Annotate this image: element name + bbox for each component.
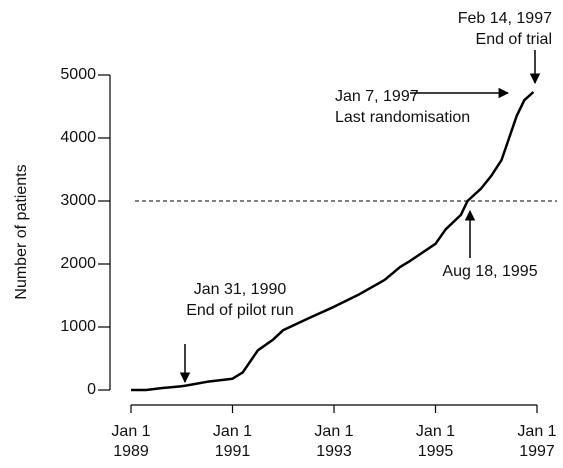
annotation-text: Aug 18, 1995 <box>442 263 537 280</box>
y-tick-label: 1000 <box>60 318 96 335</box>
annotation-text: End of pilot run <box>186 302 294 319</box>
x-tick-label: Jan 1 1993 <box>314 423 354 460</box>
annotation-text: Jan 7, 1997 <box>335 88 419 105</box>
y-axis-label: Number of patients <box>13 164 30 299</box>
x-tick-label: Jan 1 1991 <box>212 423 253 460</box>
x-tick-label: Jan 1 1995 <box>415 423 456 460</box>
y-tick-label: 5000 <box>60 66 96 83</box>
y-tick-label: 0 <box>87 381 96 398</box>
annotation-text: Feb 14, 1997 <box>458 10 552 27</box>
y-tick-label: 4000 <box>60 129 96 146</box>
x-tick-label: Jan 1 1989 <box>111 423 151 460</box>
x-tick-label: Jan 1 1997 <box>517 423 557 460</box>
y-tick-label: 2000 <box>60 255 96 272</box>
y-tick-label: 3000 <box>60 192 96 209</box>
annotation-text: End of trial <box>476 31 552 48</box>
annotation-text: Jan 31, 1990 <box>194 281 287 298</box>
annotation-text: Last randomisation <box>335 109 470 126</box>
data-line <box>131 91 535 392</box>
